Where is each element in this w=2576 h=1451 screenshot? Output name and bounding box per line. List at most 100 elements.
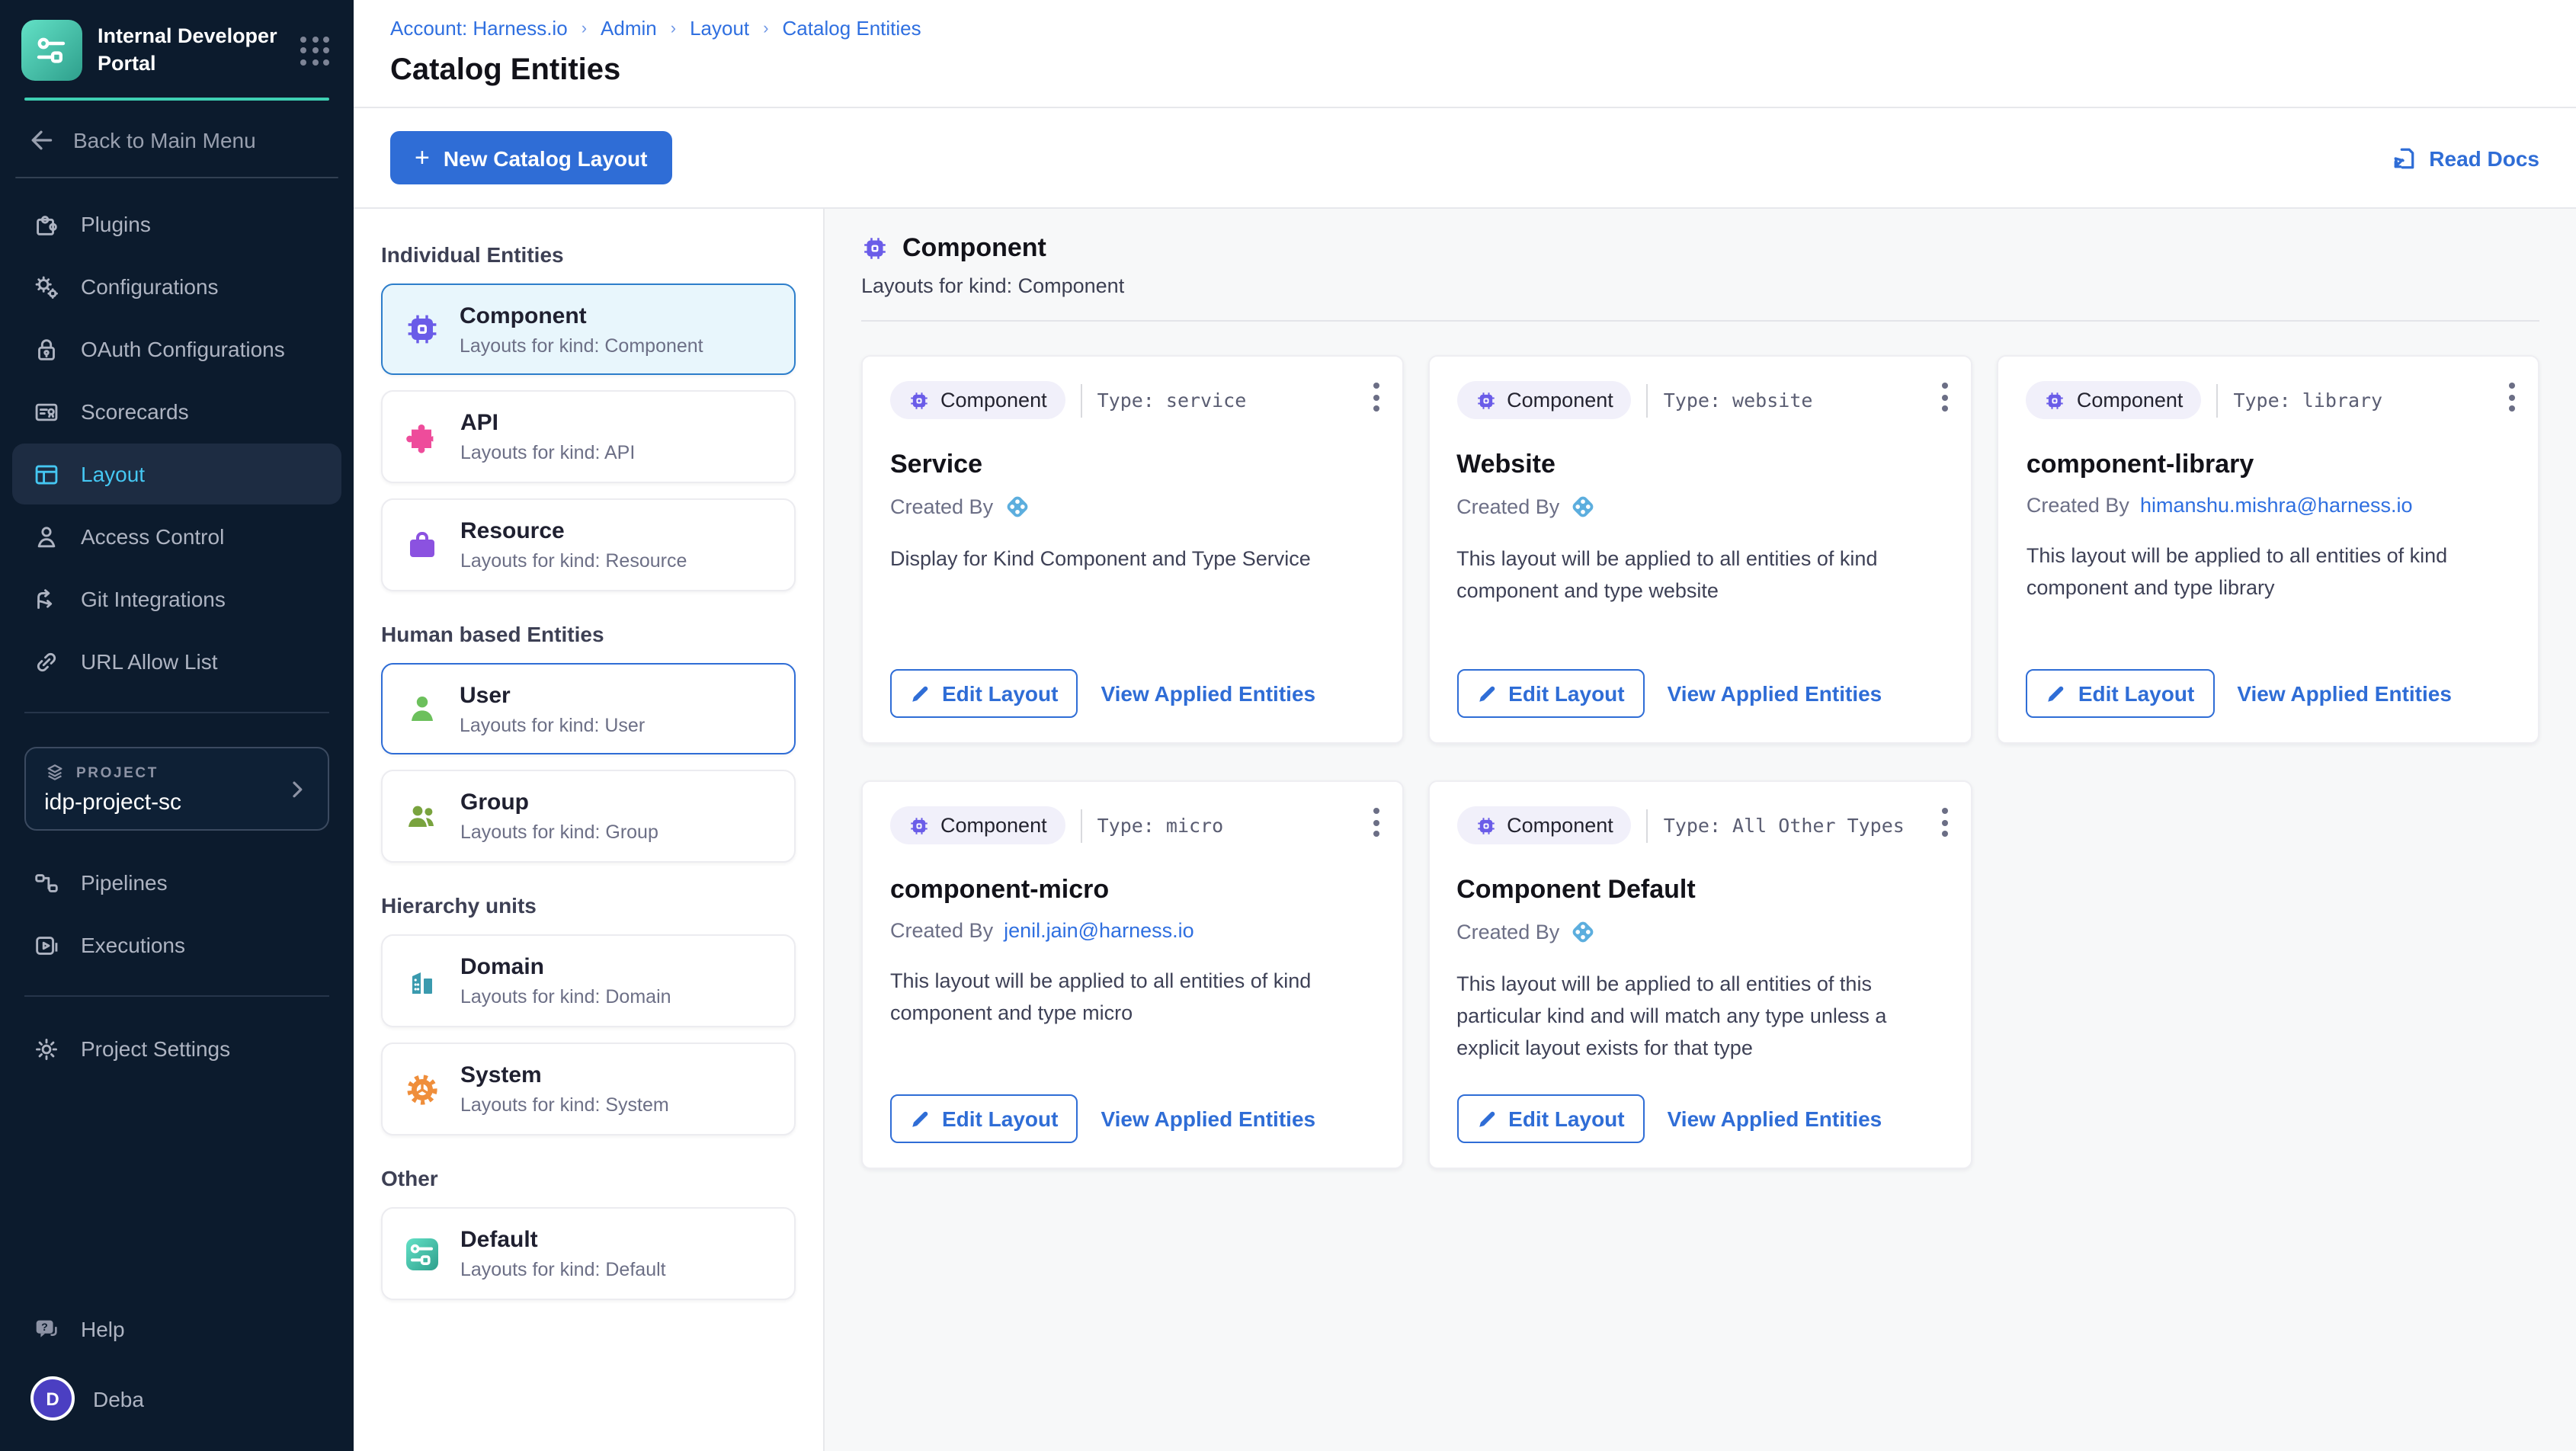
view-applied-entities-link[interactable]: View Applied Entities xyxy=(1101,681,1316,706)
entity-item-user[interactable]: User Layouts for kind: User xyxy=(381,663,796,754)
kebab-menu[interactable] xyxy=(1935,800,1956,844)
back-to-main-menu[interactable]: Back to Main Menu xyxy=(0,101,354,177)
sidebar-item-help[interactable]: ? Help xyxy=(12,1299,341,1360)
sidebar-item-oauth-configurations[interactable]: OAuth Configurations xyxy=(12,319,341,380)
nav-label: Access Control xyxy=(81,524,225,549)
kebab-menu[interactable] xyxy=(1935,375,1956,419)
entity-item-default[interactable]: Default Layouts for kind: Default xyxy=(381,1207,796,1300)
sidebar-item-layout[interactable]: Layout xyxy=(12,444,341,504)
app-grid-icon[interactable] xyxy=(297,33,332,68)
read-docs-link[interactable]: Read Docs xyxy=(2389,144,2539,171)
group-people-icon xyxy=(402,796,442,836)
entity-item-api[interactable]: API Layouts for kind: API xyxy=(381,390,796,483)
project-name: idp-project-sc xyxy=(44,790,182,815)
resource-briefcase-icon xyxy=(402,525,442,565)
edit-layout-button[interactable]: Edit Layout xyxy=(890,1094,1078,1143)
sidebar-item-git-integrations[interactable]: Git Integrations xyxy=(12,569,341,629)
created-by-label: Created By xyxy=(1456,495,1560,518)
nav-label: Scorecards xyxy=(81,399,189,424)
section-title-human: Human based Entities xyxy=(381,622,604,646)
entity-name: Domain xyxy=(460,954,545,980)
breadcrumb-catalog-entities[interactable]: Catalog Entities xyxy=(782,17,921,40)
layout-card-component-default: Component Type: All Other Types Componen… xyxy=(1427,780,1973,1169)
type-label: Type: micro xyxy=(1097,814,1224,837)
created-by: Created By xyxy=(1456,494,1944,520)
created-by-email-link[interactable]: jenil.jain@harness.io xyxy=(1004,919,1194,942)
component-badge: Component xyxy=(890,806,1065,844)
sidebar-item-configurations[interactable]: Configurations xyxy=(12,256,341,317)
sidebar-item-executions[interactable]: Executions xyxy=(12,914,341,975)
breadcrumb-layout[interactable]: Layout xyxy=(690,17,750,40)
entity-subtitle: Layouts for kind: Domain xyxy=(460,986,671,1007)
card-title: Website xyxy=(1456,450,1556,479)
avatar: D xyxy=(30,1376,75,1421)
breadcrumb-account[interactable]: Account: Harness.io xyxy=(390,17,568,40)
created-by-label: Created By xyxy=(890,495,994,518)
breadcrumb-separator: › xyxy=(763,19,769,37)
entity-subtitle: Layouts for kind: Resource xyxy=(460,550,687,572)
page-header: Account: Harness.io › Admin › Layout › C… xyxy=(354,0,2576,108)
breadcrumb: Account: Harness.io › Admin › Layout › C… xyxy=(390,17,2539,40)
view-applied-entities-link[interactable]: View Applied Entities xyxy=(2237,681,2452,706)
project-selector[interactable]: PROJECT idp-project-sc xyxy=(24,747,329,831)
created-by: Created By xyxy=(890,494,1374,520)
content: Individual Entities Component Layouts fo… xyxy=(354,209,2576,1451)
edit-layout-button[interactable]: Edit Layout xyxy=(2026,669,2215,718)
sidebar-nav-project: Pipelines Executions xyxy=(0,846,354,977)
component-chip-icon xyxy=(861,235,889,262)
breadcrumb-admin[interactable]: Admin xyxy=(601,17,657,40)
entity-subtitle: Layouts for kind: Group xyxy=(460,822,658,843)
sidebar-item-pipelines[interactable]: Pipelines xyxy=(12,852,341,913)
component-badge: Component xyxy=(1456,806,1632,844)
back-arrow-icon xyxy=(27,127,55,154)
edit-layout-label: Edit Layout xyxy=(942,1107,1059,1131)
layout-card-website: Component Type: website Website Created … xyxy=(1427,355,1973,744)
kebab-menu[interactable] xyxy=(1365,800,1386,844)
card-title: Service xyxy=(890,450,982,479)
entity-item-group[interactable]: Group Layouts for kind: Group xyxy=(381,770,796,863)
entity-item-system[interactable]: System Layouts for kind: System xyxy=(381,1043,796,1135)
new-catalog-layout-button[interactable]: + New Catalog Layout xyxy=(390,131,672,184)
card-description: Display for Kind Component and Type Serv… xyxy=(890,547,1311,570)
edit-layout-label: Edit Layout xyxy=(2078,681,2195,706)
entity-item-resource[interactable]: Resource Layouts for kind: Resource xyxy=(381,498,796,591)
user-person-icon xyxy=(402,689,441,729)
layout-card-component-library: Component Type: library component-librar… xyxy=(1997,355,2539,744)
divider xyxy=(1080,383,1082,417)
created-by-email-link[interactable]: himanshu.mishra@harness.io xyxy=(2139,494,2413,517)
entity-item-domain[interactable]: Domain Layouts for kind: Domain xyxy=(381,934,796,1027)
user-name: Deba xyxy=(93,1386,144,1411)
layout-icon xyxy=(30,459,61,489)
kebab-menu[interactable] xyxy=(1365,375,1386,419)
nav-label: URL Allow List xyxy=(81,649,218,674)
sidebar-item-url-allow-list[interactable]: URL Allow List xyxy=(12,631,341,692)
pencil-icon xyxy=(1479,685,1495,701)
card-title: component-micro xyxy=(890,875,1110,904)
sidebar-item-access-control[interactable]: Access Control xyxy=(12,506,341,567)
view-applied-entities-link[interactable]: View Applied Entities xyxy=(1101,1107,1316,1131)
project-eyebrow-label: PROJECT xyxy=(76,764,159,781)
entity-subtitle: Layouts for kind: API xyxy=(460,442,636,463)
entity-item-component[interactable]: Component Layouts for kind: Component xyxy=(381,283,796,375)
breadcrumb-separator: › xyxy=(581,19,588,37)
sidebar-item-scorecards[interactable]: Scorecards xyxy=(12,381,341,442)
sidebar-item-project-settings[interactable]: Project Settings xyxy=(12,1018,341,1079)
edit-layout-button[interactable]: Edit Layout xyxy=(1456,669,1645,718)
breadcrumb-separator: › xyxy=(670,19,677,37)
component-badge: Component xyxy=(890,381,1065,419)
kebab-menu[interactable] xyxy=(2501,375,2523,419)
view-applied-entities-link[interactable]: View Applied Entities xyxy=(1667,681,1882,706)
layout-cards-grid: Component Type: service Service Created … xyxy=(861,355,2539,1169)
sidebar-item-plugins[interactable]: Plugins xyxy=(12,194,341,255)
edit-layout-button[interactable]: Edit Layout xyxy=(1456,1094,1645,1143)
component-badge: Component xyxy=(2026,381,2202,419)
edit-layout-button[interactable]: Edit Layout xyxy=(890,669,1078,718)
view-applied-entities-link[interactable]: View Applied Entities xyxy=(1667,1107,1882,1131)
user-menu[interactable]: D Deba xyxy=(0,1361,354,1436)
badge-label: Component xyxy=(1507,814,1613,837)
chevron-right-icon xyxy=(285,777,309,801)
harness-logo-icon xyxy=(1570,494,1596,520)
nav-label: OAuth Configurations xyxy=(81,337,285,361)
entity-subtitle: Layouts for kind: User xyxy=(460,714,646,735)
card-description: This layout will be applied to all entit… xyxy=(2026,544,2448,599)
